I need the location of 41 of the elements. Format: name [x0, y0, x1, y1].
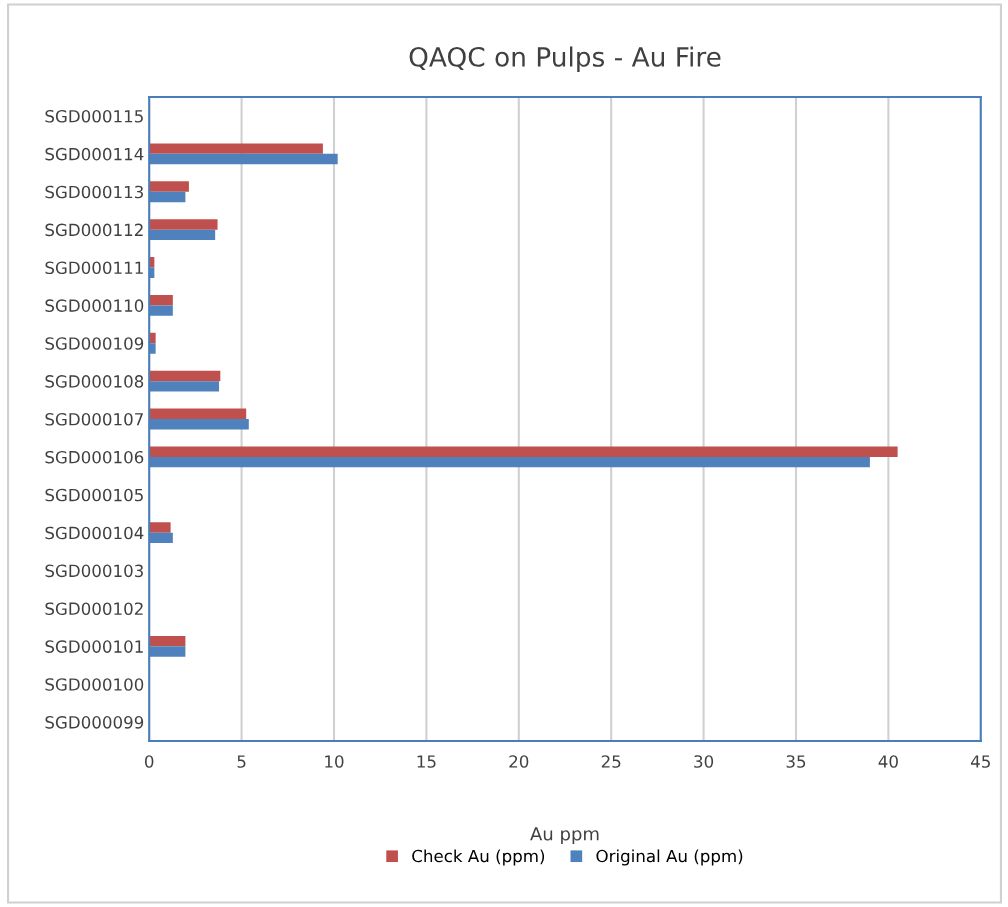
- x-tick-label: 20: [509, 755, 529, 768]
- bar: [149, 408, 247, 420]
- bar: [149, 635, 186, 647]
- x-tick-label: 0: [144, 755, 154, 768]
- y-tick-label: SGD000104: [45, 526, 144, 540]
- y-tick-label: SGD000101: [45, 640, 143, 653]
- x-tick-label: 40: [878, 755, 898, 768]
- bar: [149, 143, 323, 154]
- y-tick-label: SGD000103: [45, 564, 143, 578]
- bar: [149, 370, 221, 382]
- y-tick-label: SGD000109: [45, 337, 144, 350]
- y-tick-label: SGD000105: [45, 488, 143, 502]
- y-tick-label: SGD000106: [45, 450, 144, 464]
- x-axis-title: Au ppm: [530, 827, 599, 845]
- y-tick-label: SGD000113: [45, 185, 143, 199]
- y-tick-label: SGD000110: [45, 299, 144, 312]
- y-tick-label: SGD000108: [45, 375, 144, 388]
- y-tick-label: SGD000102: [45, 602, 143, 616]
- bar: [149, 522, 171, 533]
- bar: [149, 294, 173, 306]
- x-tick-label: 30: [694, 755, 714, 768]
- bar: [149, 219, 218, 230]
- y-tick-label: SGD000112: [45, 223, 143, 237]
- legend-label: Check Au (ppm): [412, 849, 545, 866]
- bar: [149, 332, 156, 344]
- x-tick-label: 5: [237, 755, 246, 768]
- x-tick-label: 35: [786, 755, 806, 768]
- x-tick-label: 10: [325, 755, 344, 768]
- x-tick-label: 45: [970, 755, 990, 768]
- y-tick-label: SGD000107: [45, 413, 143, 426]
- x-tick-label: 25: [601, 755, 621, 768]
- bar: [149, 181, 189, 192]
- bar: [149, 446, 898, 457]
- chart-title: QAQC on Pulps - Au Fire: [409, 46, 721, 72]
- x-tick-label: 15: [417, 755, 436, 768]
- y-tick-label: SGD000100: [45, 678, 144, 691]
- y-tick-label: SGD000099: [45, 716, 144, 729]
- y-tick-label: SGD000115: [45, 109, 143, 123]
- y-tick-label: SGD000114: [45, 147, 144, 161]
- legend-label: Original Au (ppm): [596, 849, 743, 866]
- y-tick-label: SGD000111: [45, 261, 143, 275]
